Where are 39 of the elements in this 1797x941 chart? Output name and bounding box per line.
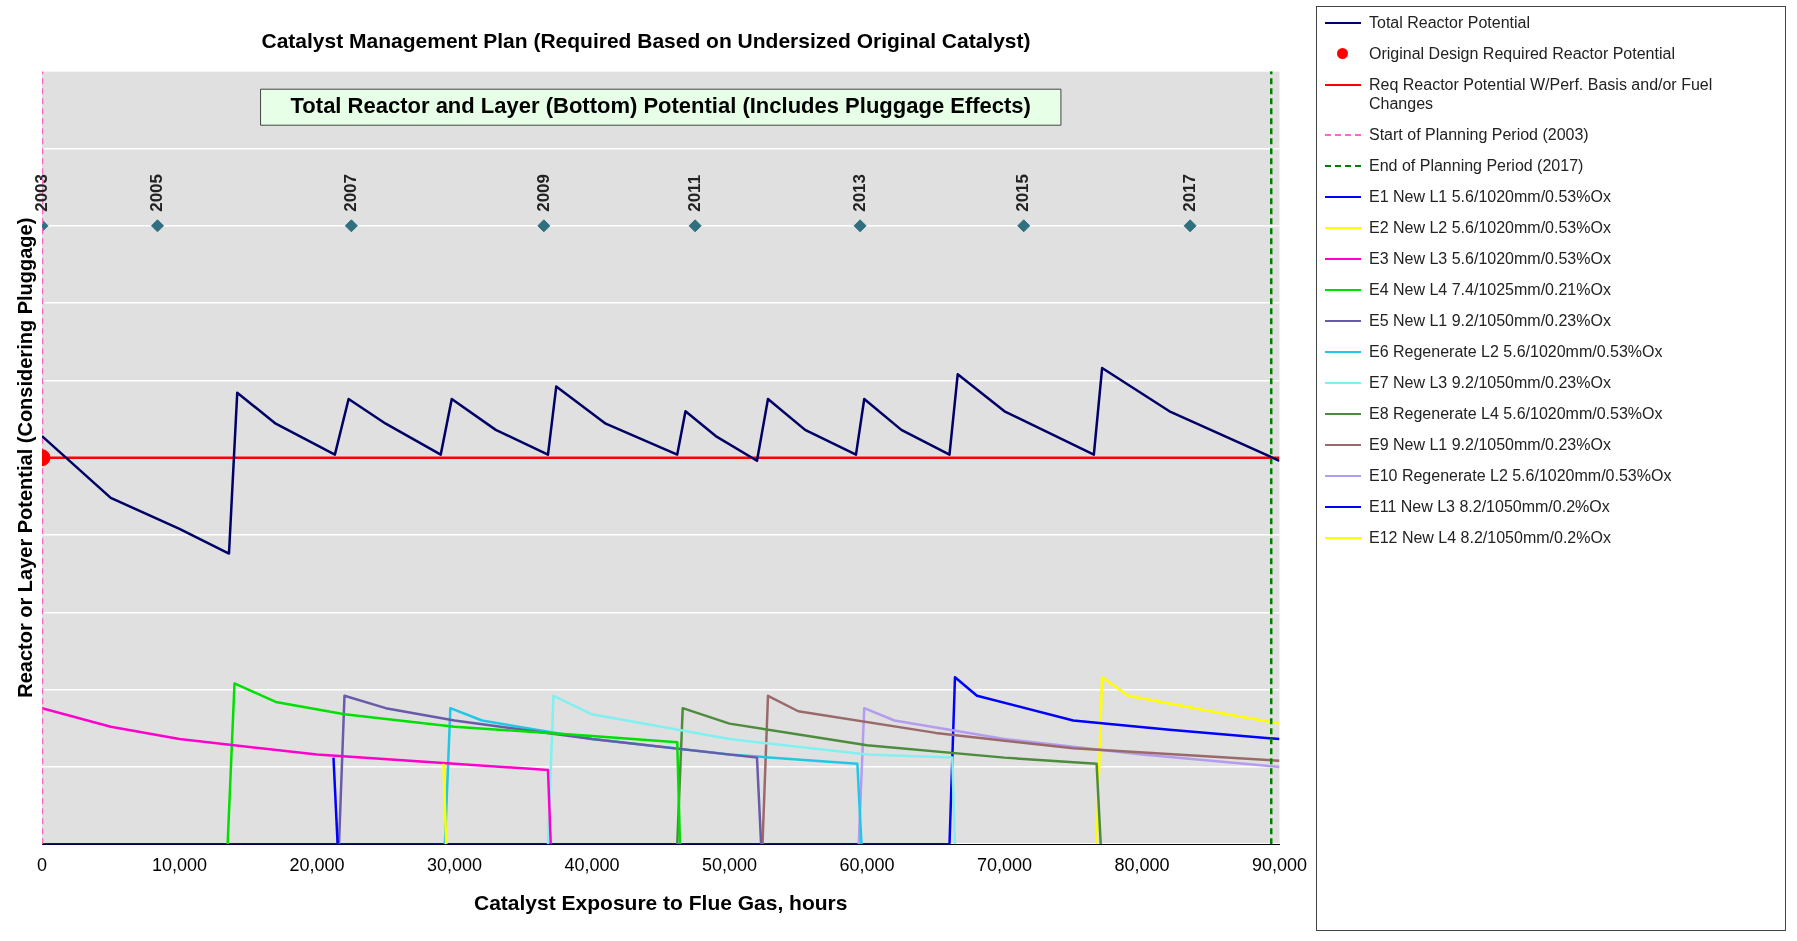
y-axis-title: Reactor or Layer Potential (Considering Pluggage) xyxy=(13,217,36,698)
annotation: 2011 xyxy=(684,174,704,212)
x-tick-label: 30,000 xyxy=(426,854,483,875)
legend-label: E5 New L1 9.2/1050mm/0.23%Ox xyxy=(1369,311,1611,330)
x-tick-label: 90,000 xyxy=(1251,854,1307,875)
x-tick-label: 40,000 xyxy=(564,854,620,875)
x-tick-label: 50,000 xyxy=(701,854,758,875)
x-tick-label: 10,000 xyxy=(151,854,208,875)
annotation: 2007 xyxy=(341,173,361,212)
annotation: 2005 xyxy=(147,173,167,212)
legend-label: E10 Regenerate L2 5.6/1020mm/0.53%Ox xyxy=(1369,466,1672,485)
legend-label: E1 New L1 5.6/1020mm/0.53%Ox xyxy=(1369,187,1611,206)
x-tick-label: 70,000 xyxy=(976,854,1033,875)
annotation: 2013 xyxy=(849,173,869,212)
legend-label: E7 New L3 9.2/1050mm/0.23%Ox xyxy=(1369,373,1611,392)
annotation: Total Reactor and Layer (Bottom) Potential (Includes Pluggage Effects) xyxy=(290,93,1031,119)
legend-label: E11 New L3 8.2/1050mm/0.2%Ox xyxy=(1369,497,1610,516)
legend-label: End of Planning Period (2017) xyxy=(1369,156,1584,175)
legend-label: Req Reactor Potential W/Perf. Basis and/or Fuel Changes xyxy=(1369,75,1714,113)
legend-label: Total Reactor Potential xyxy=(1369,13,1530,32)
legend-label: Original Design Required Reactor Potential xyxy=(1369,44,1675,63)
legend-label: E4 New L4 7.4/1025mm/0.21%Ox xyxy=(1369,280,1611,299)
legend-label: E6 Regenerate L2 5.6/1020mm/0.53%Ox xyxy=(1369,342,1663,361)
annotation: 2015 xyxy=(1013,173,1033,212)
x-axis-title: Catalyst Exposure to Flue Gas, hours xyxy=(474,891,848,915)
legend-label: E12 New L4 8.2/1050mm/0.2%Ox xyxy=(1369,528,1611,547)
x-tick-label: 0 xyxy=(36,854,48,875)
x-tick-label: 60,000 xyxy=(839,854,895,875)
annotation: 2009 xyxy=(533,173,553,212)
legend-label: E8 Regenerate L4 5.6/1020mm/0.53%Ox xyxy=(1369,404,1663,423)
x-tick-label: 20,000 xyxy=(289,854,345,875)
legend-label: E3 New L3 5.6/1020mm/0.53%Ox xyxy=(1369,249,1611,268)
annotation: 2017 xyxy=(1179,173,1199,212)
x-tick-label: 80,000 xyxy=(1114,854,1170,875)
annotation: 2003 xyxy=(31,173,51,212)
chart-title: Catalyst Management Plan (Required Based on Undersized Original Catalyst) xyxy=(261,29,1031,53)
legend-label: Start of Planning Period (2003) xyxy=(1369,125,1589,144)
legend-label: E2 New L2 5.6/1020mm/0.53%Ox xyxy=(1369,218,1611,237)
legend-label: E9 New L1 9.2/1050mm/0.23%Ox xyxy=(1369,435,1611,454)
